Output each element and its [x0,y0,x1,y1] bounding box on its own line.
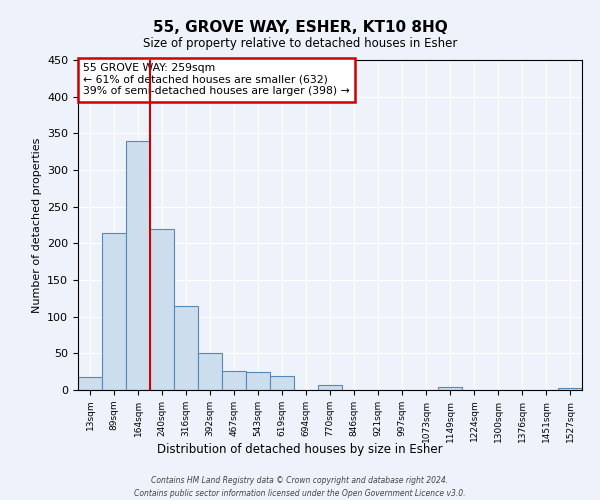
Bar [438,387,462,390]
Bar [150,228,174,390]
Text: Contains HM Land Registry data © Crown copyright and database right 2024.
Contai: Contains HM Land Registry data © Crown c… [134,476,466,498]
Bar [174,306,198,390]
Bar [102,233,126,390]
Bar [270,376,294,390]
Bar [558,388,582,390]
Text: 55, GROVE WAY, ESHER, KT10 8HQ: 55, GROVE WAY, ESHER, KT10 8HQ [152,20,448,35]
Bar [318,385,342,390]
Y-axis label: Number of detached properties: Number of detached properties [32,138,41,312]
Text: Distribution of detached houses by size in Esher: Distribution of detached houses by size … [157,442,443,456]
Text: Size of property relative to detached houses in Esher: Size of property relative to detached ho… [143,38,457,51]
Bar [126,140,150,390]
Bar [78,377,102,390]
Bar [198,354,222,390]
Bar [222,371,246,390]
Text: 55 GROVE WAY: 259sqm
← 61% of detached houses are smaller (632)
39% of semi-deta: 55 GROVE WAY: 259sqm ← 61% of detached h… [83,64,350,96]
Bar [246,372,270,390]
